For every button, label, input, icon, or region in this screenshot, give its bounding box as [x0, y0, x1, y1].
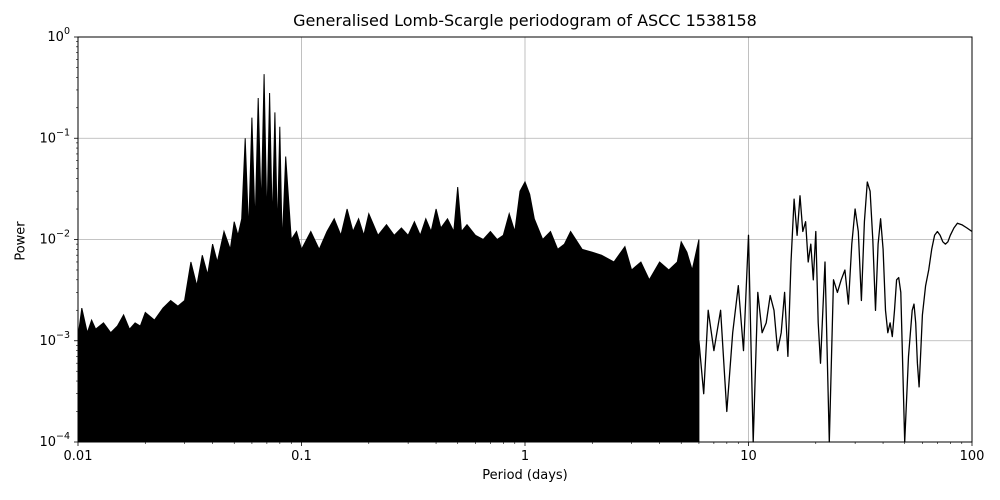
- x-tick-label: 0.1: [291, 449, 312, 464]
- x-tick-label: 1: [521, 449, 529, 464]
- periodogram-line: [698, 181, 973, 443]
- y-tick-label: 10−2: [39, 229, 70, 248]
- y-tick-labels: 10−4 10−3 10−2 10−1 100: [39, 26, 70, 450]
- x-tick-label: 100: [960, 449, 985, 464]
- x-axis-label: Period (days): [482, 468, 568, 483]
- y-axis-label: Power: [13, 221, 29, 261]
- y-tick-label: 10−4: [39, 431, 70, 450]
- major-ticks: [74, 36, 973, 446]
- x-tick-label: 10: [740, 449, 757, 464]
- x-tick-labels: 0.01 0.1 1 10 100: [64, 449, 985, 464]
- y-tick-label: 10−3: [39, 330, 70, 349]
- chart-title: Generalised Lomb-Scargle periodogram of …: [293, 11, 757, 30]
- y-tick-label: 100: [47, 26, 70, 45]
- y-tick-label: 10−1: [39, 127, 70, 146]
- x-tick-label: 0.01: [64, 449, 93, 464]
- periodogram-dense-region: [77, 74, 700, 443]
- data-layer: [77, 74, 973, 443]
